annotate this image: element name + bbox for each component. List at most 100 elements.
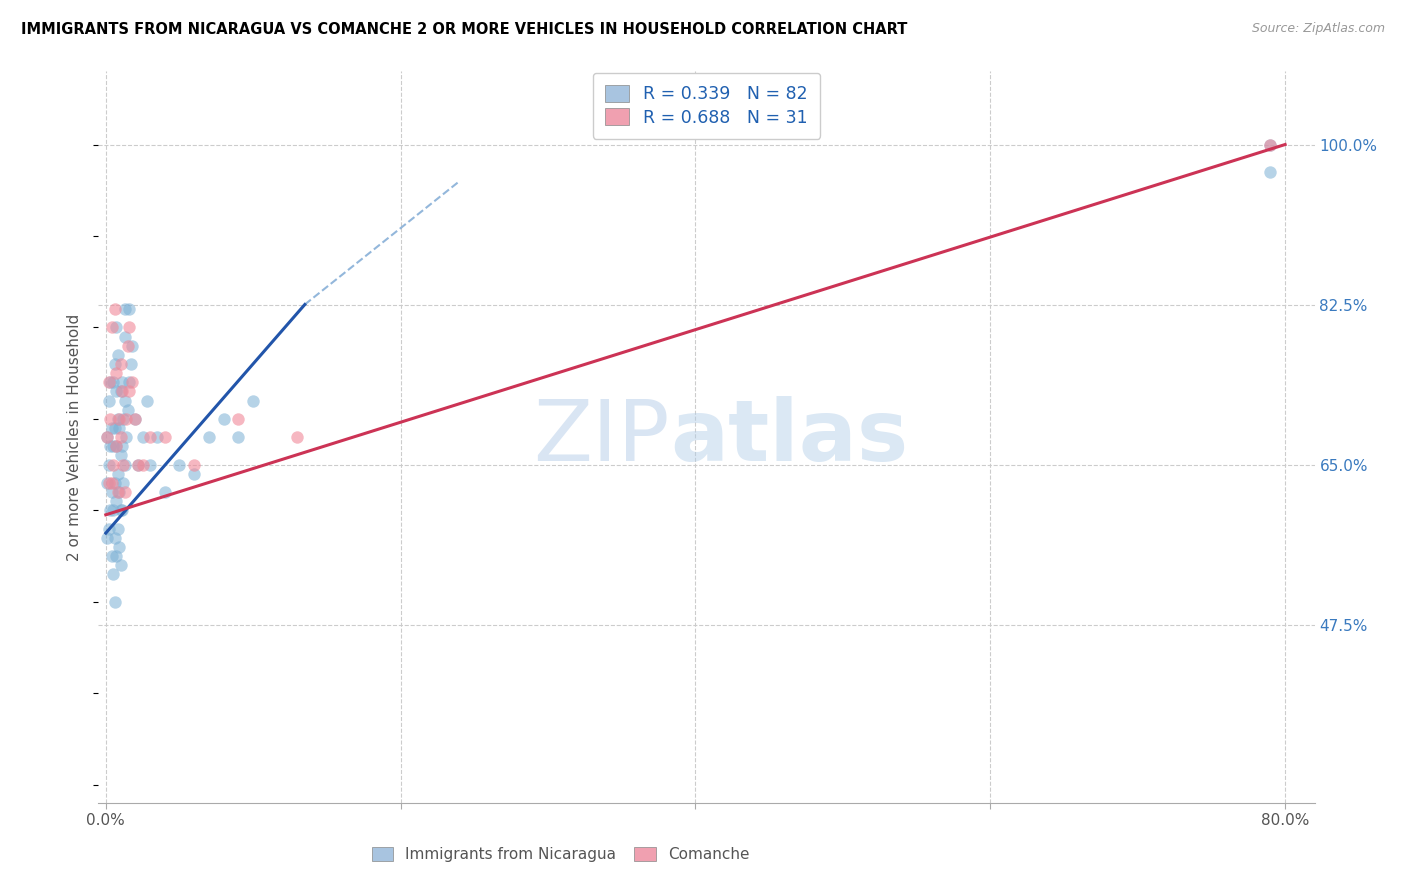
Point [153,430,176,444]
Point [107,412,129,426]
Point [124,412,146,426]
Point [108,485,131,500]
Point [97,376,120,390]
Point [111,503,134,517]
Point [96,430,118,444]
Point [114,458,136,472]
Text: Source: ZipAtlas.com: Source: ZipAtlas.com [1251,22,1385,36]
Point [169,458,191,472]
Point [105,366,128,380]
Y-axis label: 2 or more Vehicles in Household: 2 or more Vehicles in Household [67,313,83,561]
Point [111,376,134,390]
Point [118,320,141,334]
Point [97,475,120,490]
Point [153,485,176,500]
Point [101,503,124,517]
Point [112,475,135,490]
Point [136,393,159,408]
Point [98,503,121,517]
Point [121,339,143,353]
Point [96,475,118,490]
Text: IMMIGRANTS FROM NICARAGUA VS COMANCHE 2 OR MORE VEHICLES IN HOUSEHOLD CORRELATIO: IMMIGRANTS FROM NICARAGUA VS COMANCHE 2 … [21,22,907,37]
Point [115,430,138,444]
Point [104,595,127,609]
Text: ZIP: ZIP [533,395,671,479]
Point [110,558,132,573]
Point [110,357,132,371]
Point [101,376,124,390]
Point [110,449,132,463]
Point [139,430,162,444]
Point [146,430,169,444]
Point [127,458,149,472]
Point [104,421,127,435]
Point [107,348,129,362]
Point [228,412,250,426]
Point [131,458,153,472]
Point [101,458,124,472]
Point [112,458,135,472]
Point [104,302,127,317]
Point [110,503,132,517]
Point [100,549,122,563]
Point [242,393,264,408]
Point [104,357,127,371]
Point [96,531,118,545]
Point [114,393,136,408]
Point [114,329,136,343]
Point [1260,165,1282,179]
Point [105,320,128,334]
Point [198,430,221,444]
Legend: Immigrants from Nicaragua, Comanche: Immigrants from Nicaragua, Comanche [366,840,755,868]
Point [118,302,141,317]
Point [100,320,122,334]
Point [111,439,134,453]
Point [98,439,121,453]
Point [96,430,118,444]
Point [108,412,131,426]
Point [104,531,127,545]
Point [121,376,143,390]
Point [124,412,146,426]
Point [1260,137,1282,152]
Point [287,430,309,444]
Point [101,439,124,453]
Point [105,494,128,508]
Point [1260,137,1282,152]
Point [97,458,120,472]
Point [127,458,149,472]
Point [105,384,128,399]
Point [120,357,142,371]
Point [97,393,120,408]
Point [117,339,139,353]
Point [110,430,132,444]
Point [108,540,131,554]
Point [104,475,127,490]
Point [111,384,134,399]
Point [101,567,124,582]
Point [118,376,141,390]
Point [98,376,121,390]
Point [97,521,120,535]
Point [108,421,131,435]
Point [228,430,250,444]
Point [118,384,141,399]
Text: atlas: atlas [671,395,908,479]
Point [100,475,122,490]
Point [107,521,129,535]
Point [105,439,128,453]
Point [114,485,136,500]
Point [131,430,153,444]
Point [100,421,122,435]
Point [212,412,235,426]
Point [105,549,128,563]
Point [107,485,129,500]
Point [183,467,205,481]
Point [110,384,132,399]
Point [98,412,121,426]
Point [105,439,128,453]
Point [100,485,122,500]
Point [139,458,162,472]
Point [114,302,136,317]
Point [107,467,129,481]
